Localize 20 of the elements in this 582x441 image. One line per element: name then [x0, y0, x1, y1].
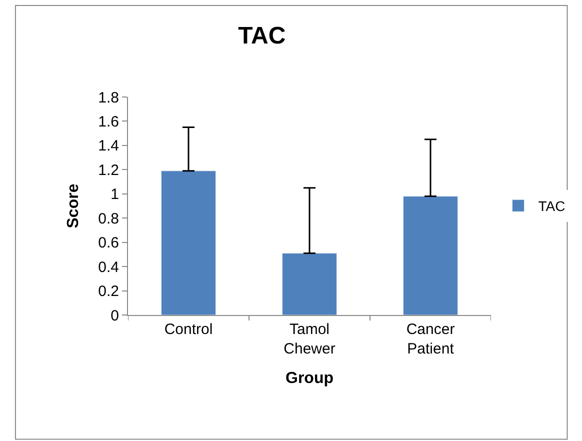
y-tick-label: 1.8 — [98, 89, 119, 106]
bar — [403, 196, 458, 315]
y-tick-label: 0 — [110, 307, 119, 324]
y-tick-label: 1.6 — [98, 113, 119, 130]
legend-label: TAC — [538, 198, 566, 214]
y-tick-label: 0.4 — [98, 258, 119, 276]
y-tick-label: 0.8 — [98, 210, 119, 228]
y-tick-label: 0.2 — [98, 283, 119, 300]
y-tick-label: 0.6 — [98, 234, 119, 252]
x-axis-title: Group — [286, 370, 334, 388]
x-tick-label: Tamol Chewer — [284, 321, 336, 358]
y-tick-label: 1.2 — [98, 162, 119, 179]
x-tick-label: Control — [164, 321, 213, 338]
chart-title: TAC — [238, 22, 286, 50]
y-tick-label: 1.4 — [98, 138, 119, 155]
bar — [161, 170, 216, 315]
x-tick-label: Cancer Patient — [406, 321, 455, 358]
y-tick-label: 1 — [110, 186, 119, 204]
y-axis-title: Score — [65, 184, 82, 228]
bar — [282, 252, 337, 315]
